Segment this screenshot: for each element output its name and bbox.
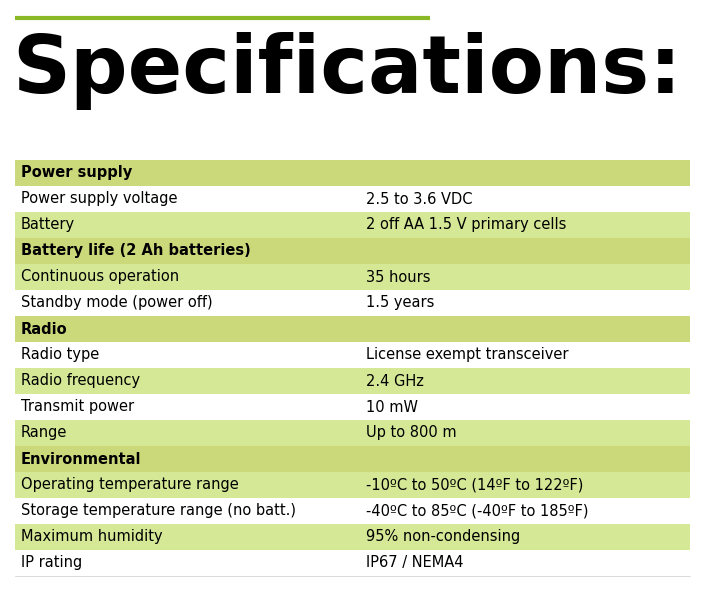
Text: Radio frequency: Radio frequency [21,373,140,388]
Text: Radio type: Radio type [21,348,99,362]
Text: Range: Range [21,425,67,441]
Bar [15,160,690,186]
Text: Specifications:: Specifications: [12,32,682,110]
Text: 95% non-condensing: 95% non-condensing [366,529,520,545]
Text: Environmental: Environmental [21,451,142,467]
Bar [15,420,690,446]
Bar [15,186,690,212]
Bar [15,446,690,472]
Text: -10ºC to 50ºC (14ºF to 122ºF): -10ºC to 50ºC (14ºF to 122ºF) [366,477,583,493]
Text: IP67 / NEMA4: IP67 / NEMA4 [366,556,463,571]
Text: Power supply voltage: Power supply voltage [21,192,178,206]
Text: 2.5 to 3.6 VDC: 2.5 to 3.6 VDC [366,192,472,206]
Text: -40ºC to 85ºC (-40ºF to 185ºF): -40ºC to 85ºC (-40ºF to 185ºF) [366,503,588,519]
Bar [15,290,690,316]
Bar [15,238,690,264]
Bar [15,368,690,394]
Text: Continuous operation: Continuous operation [21,270,179,284]
Text: Standby mode (power off): Standby mode (power off) [21,296,213,310]
Text: Battery life (2 Ah batteries): Battery life (2 Ah batteries) [21,244,251,258]
Text: Maximum humidity: Maximum humidity [21,529,163,545]
Text: 10 mW: 10 mW [366,399,418,415]
Text: Transmit power: Transmit power [21,399,134,415]
Text: Battery: Battery [21,218,75,232]
Text: Radio: Radio [21,322,67,336]
Bar [15,498,690,524]
Text: Power supply: Power supply [21,166,132,181]
Bar [15,524,690,550]
Text: License exempt transceiver: License exempt transceiver [366,348,569,362]
Text: 1.5 years: 1.5 years [366,296,435,310]
Text: Up to 800 m: Up to 800 m [366,425,456,441]
Bar [15,342,690,368]
Bar [15,316,690,342]
Bar [15,212,690,238]
Text: IP rating: IP rating [21,556,82,571]
Bar [15,550,690,576]
Bar [15,394,690,420]
Text: 35 hours: 35 hours [366,270,430,284]
Text: 2 off AA 1.5 V primary cells: 2 off AA 1.5 V primary cells [366,218,567,232]
Bar [15,472,690,498]
Text: 2.4 GHz: 2.4 GHz [366,373,424,388]
Text: Storage temperature range (no batt.): Storage temperature range (no batt.) [21,503,296,519]
Text: Operating temperature range: Operating temperature range [21,477,239,493]
Bar [15,264,690,290]
